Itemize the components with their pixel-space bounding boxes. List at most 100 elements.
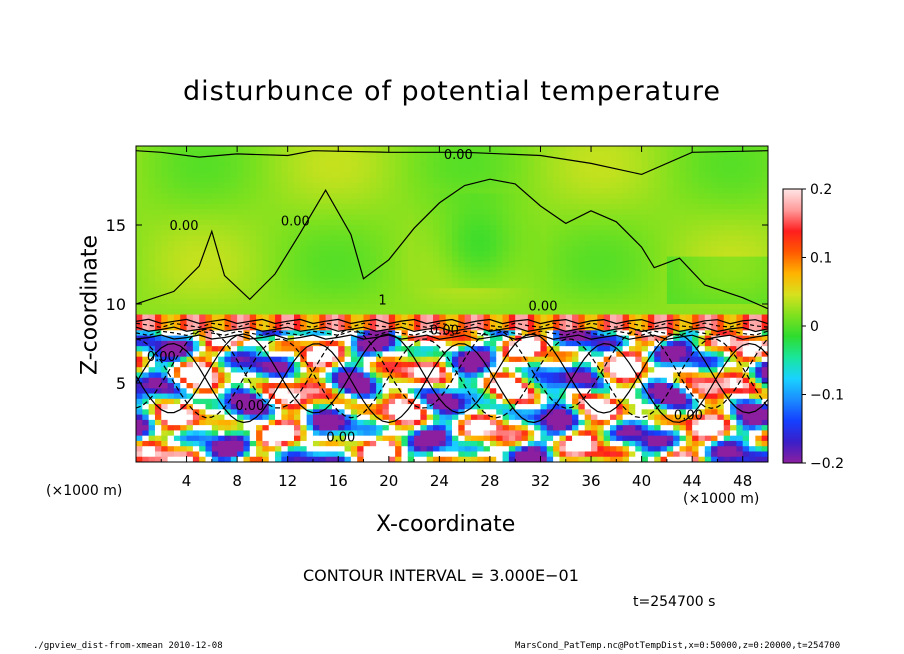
- heatmap-cell: [660, 146, 668, 152]
- heatmap-cell: [452, 446, 459, 453]
- heatmap-cell: [325, 230, 333, 237]
- heatmap-cell: [546, 261, 554, 268]
- heatmap-cell: [610, 314, 617, 321]
- heatmap-cell: [527, 235, 535, 242]
- heatmap-cell: [287, 314, 295, 321]
- heatmap-cell: [458, 182, 466, 189]
- heatmap-cell: [388, 404, 396, 410]
- heatmap-cell: [395, 182, 403, 189]
- heatmap-cell: [553, 240, 561, 247]
- heatmap-cell: [192, 156, 200, 163]
- heatmap-cell: [262, 356, 270, 363]
- heatmap-cell: [597, 151, 605, 158]
- heatmap-cell: [458, 277, 466, 284]
- heatmap-cell: [319, 383, 327, 389]
- heatmap-cell: [603, 383, 611, 389]
- heatmap-cell: [357, 309, 365, 316]
- heatmap-cell: [180, 167, 188, 173]
- heatmap-cell: [439, 351, 447, 358]
- heatmap-cell: [502, 156, 510, 163]
- heatmap-cell: [142, 414, 150, 421]
- heatmap-cell: [527, 182, 535, 189]
- heatmap-cell: [439, 167, 447, 173]
- heatmap-cell: [401, 372, 409, 379]
- heatmap-cell: [211, 214, 219, 221]
- heatmap-cell: [205, 356, 213, 363]
- heatmap-cell: [357, 404, 365, 410]
- heatmap-cell: [230, 193, 238, 200]
- heatmap-cell: [578, 314, 586, 321]
- heatmap-cell: [527, 356, 535, 363]
- heatmap-cell: [275, 361, 282, 368]
- heatmap-cell: [641, 177, 649, 184]
- heatmap-cell: [300, 193, 308, 200]
- heatmap-cell: [306, 146, 314, 152]
- heatmap-cell: [205, 188, 213, 194]
- heatmap-cell: [483, 346, 491, 352]
- heatmap-cell: [534, 393, 542, 400]
- heatmap-cell: [610, 256, 617, 263]
- heatmap-cell: [262, 251, 270, 258]
- heatmap-cell: [628, 340, 636, 347]
- heatmap-cell: [426, 214, 434, 221]
- heatmap-cell: [641, 377, 649, 384]
- heatmap-cell: [470, 388, 478, 395]
- heatmap-cell: [439, 251, 447, 258]
- heatmap-cell: [641, 325, 649, 331]
- heatmap-cell: [496, 440, 504, 447]
- heatmap-cell: [224, 440, 232, 447]
- heatmap-cell: [161, 214, 169, 221]
- heatmap-cell: [224, 193, 232, 200]
- heatmap-cell: [603, 304, 611, 310]
- heatmap-cell: [395, 404, 403, 410]
- heatmap-cell: [458, 446, 466, 453]
- heatmap-cell: [603, 188, 611, 194]
- heatmap-cell: [363, 146, 371, 152]
- heatmap-cell: [300, 151, 308, 158]
- heatmap-cell: [597, 456, 605, 462]
- heatmap-cell: [275, 388, 282, 395]
- heatmap-cell: [312, 146, 320, 152]
- heatmap-cell: [357, 246, 365, 252]
- heatmap-cell: [338, 261, 346, 268]
- heatmap-cell: [331, 435, 339, 442]
- heatmap-cell: [502, 288, 510, 295]
- heatmap-cell: [433, 161, 440, 168]
- heatmap-cell: [388, 435, 396, 442]
- heatmap-cell: [192, 198, 200, 205]
- heatmap-cell: [433, 383, 440, 389]
- heatmap-cell: [445, 146, 453, 152]
- heatmap-cell: [603, 167, 611, 173]
- heatmap-cell: [382, 377, 390, 384]
- heatmap-cell: [591, 156, 598, 163]
- heatmap-cell: [445, 161, 453, 168]
- heatmap-cell: [350, 151, 358, 158]
- heatmap-cell: [458, 398, 466, 405]
- heatmap-cell: [395, 398, 403, 405]
- heatmap-cell: [420, 419, 428, 426]
- heatmap-cell: [439, 209, 447, 216]
- heatmap-cell: [508, 193, 516, 200]
- heatmap-cell: [433, 272, 440, 279]
- heatmap-cell: [256, 393, 263, 400]
- heatmap-cell: [483, 388, 491, 395]
- heatmap-cell: [635, 435, 643, 442]
- heatmap-cell: [433, 425, 440, 431]
- heatmap-cell: [521, 330, 529, 337]
- heatmap-cell: [489, 230, 497, 237]
- heatmap-cell: [382, 325, 390, 331]
- heatmap-cell: [610, 167, 617, 173]
- heatmap-cell: [496, 251, 504, 258]
- heatmap-cell: [294, 240, 301, 247]
- heatmap-cell: [433, 372, 440, 379]
- heatmap-cell: [294, 209, 301, 216]
- heatmap-cell: [647, 235, 655, 242]
- heatmap-cell: [294, 377, 301, 384]
- heatmap-cell: [262, 203, 270, 210]
- heatmap-cell: [515, 435, 523, 442]
- heatmap-cell: [357, 419, 365, 426]
- heatmap-cell: [452, 161, 459, 168]
- heatmap-cell: [312, 309, 320, 316]
- heatmap-cell: [388, 346, 396, 352]
- heatmap-cell: [458, 293, 466, 300]
